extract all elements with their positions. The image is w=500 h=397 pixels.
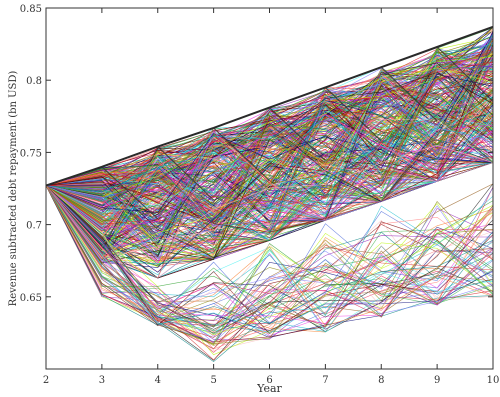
simulation-path-tail xyxy=(45,185,494,318)
simulation-path xyxy=(45,97,494,233)
x-tick-label: 7 xyxy=(322,375,328,386)
simulation-path-tail xyxy=(45,185,494,318)
simulation-path-tail xyxy=(45,185,494,333)
x-axis-label: Year xyxy=(256,382,282,395)
simulation-path xyxy=(45,66,494,226)
simulation-path-tail xyxy=(45,185,494,321)
x-tick-label: 5 xyxy=(210,375,216,386)
simulation-path xyxy=(45,61,494,220)
simulation-path xyxy=(45,50,494,186)
simulation-path-tail xyxy=(45,185,494,324)
simulation-path xyxy=(45,114,494,208)
x-tick-label: 4 xyxy=(155,375,161,386)
simulation-path-tail xyxy=(45,185,494,334)
fan-edge-line xyxy=(380,66,438,122)
simulation-path xyxy=(45,31,494,273)
y-tick-label: 0.75 xyxy=(20,148,42,159)
simulation-path xyxy=(45,53,494,198)
simulation-path-tail xyxy=(45,185,494,332)
simulation-path xyxy=(45,35,494,193)
simulation-path xyxy=(45,76,494,279)
simulation-path xyxy=(45,96,494,188)
simulation-path-tail xyxy=(45,185,494,342)
simulation-path xyxy=(45,90,494,213)
simulation-path xyxy=(45,62,494,258)
simulation-path xyxy=(45,115,494,198)
simulation-path xyxy=(45,104,494,216)
simulation-path xyxy=(45,52,494,187)
simulation-path xyxy=(45,144,494,259)
y-tick-label: 0.8 xyxy=(26,76,42,87)
simulation-path xyxy=(45,118,494,264)
simulation-path xyxy=(45,56,494,256)
fan-edge-line xyxy=(213,127,270,182)
x-tick-label: 6 xyxy=(266,375,272,386)
x-tick-label: 3 xyxy=(99,375,105,386)
simulation-path-tail xyxy=(45,185,494,335)
simulation-path-tail xyxy=(45,185,494,327)
simulation-path xyxy=(45,117,494,262)
simulation-path-tail xyxy=(45,185,494,333)
simulation-path-tail xyxy=(45,185,494,324)
simulation-path xyxy=(45,48,494,266)
simulation-path xyxy=(45,73,494,213)
fan-edge-line xyxy=(101,166,159,220)
simulation-path-tail xyxy=(45,185,494,330)
simulation-path xyxy=(45,44,494,249)
simulation-path-tail xyxy=(45,185,494,334)
fan-edge-line xyxy=(269,107,326,161)
simulation-path xyxy=(45,61,494,231)
simulation-path-tail xyxy=(45,185,494,317)
simulation-path-tail xyxy=(45,185,494,311)
simulation-path-tail xyxy=(45,185,494,346)
simulation-path xyxy=(45,117,494,259)
simulation-path-tail xyxy=(45,185,494,326)
simulation-path xyxy=(45,67,494,259)
y-tick-label: 0.65 xyxy=(20,293,42,304)
y-axis-label: Revenue subtracted debt repayment (bn US… xyxy=(8,71,19,307)
simulation-path xyxy=(45,106,494,257)
simulation-path-tail xyxy=(45,185,494,324)
simulation-path xyxy=(45,54,494,251)
simulation-path xyxy=(45,58,494,265)
x-tick-label: 8 xyxy=(378,375,384,386)
x-tick-label: 10 xyxy=(487,375,500,386)
y-tick-label: 0.7 xyxy=(26,221,42,232)
simulation-path xyxy=(45,131,494,214)
simulation-path-tail xyxy=(45,185,494,323)
x-tick-label: 2 xyxy=(43,375,49,386)
simulation-path xyxy=(45,131,494,238)
fan-edge-line xyxy=(324,86,382,142)
simulation-path xyxy=(45,97,494,238)
simulation-path xyxy=(45,56,494,242)
simulation-path-tail xyxy=(45,185,494,321)
simulation-path-tail xyxy=(45,185,494,344)
simulation-paths xyxy=(45,25,494,362)
simulation-path xyxy=(45,89,494,231)
fan-edge-line xyxy=(436,46,494,102)
axis-ticks: 2 3 4 5 6 7 8 9 10 0.65 0.7 0.75 0.8 0.85 xyxy=(20,4,500,386)
simulation-path-tail xyxy=(45,185,494,345)
x-tick-label: 9 xyxy=(434,375,440,386)
simulation-path xyxy=(45,99,494,244)
simulation-path-tail xyxy=(45,185,494,340)
fan-edge-line xyxy=(157,146,215,201)
simulation-path-tail xyxy=(45,185,494,327)
simulation-path-tail xyxy=(45,185,494,343)
y-tick-label: 0.85 xyxy=(20,4,42,15)
simulation-path xyxy=(45,57,494,186)
simulation-path xyxy=(45,90,494,189)
simulation-path xyxy=(45,74,494,213)
simulation-path-tail xyxy=(45,185,494,328)
